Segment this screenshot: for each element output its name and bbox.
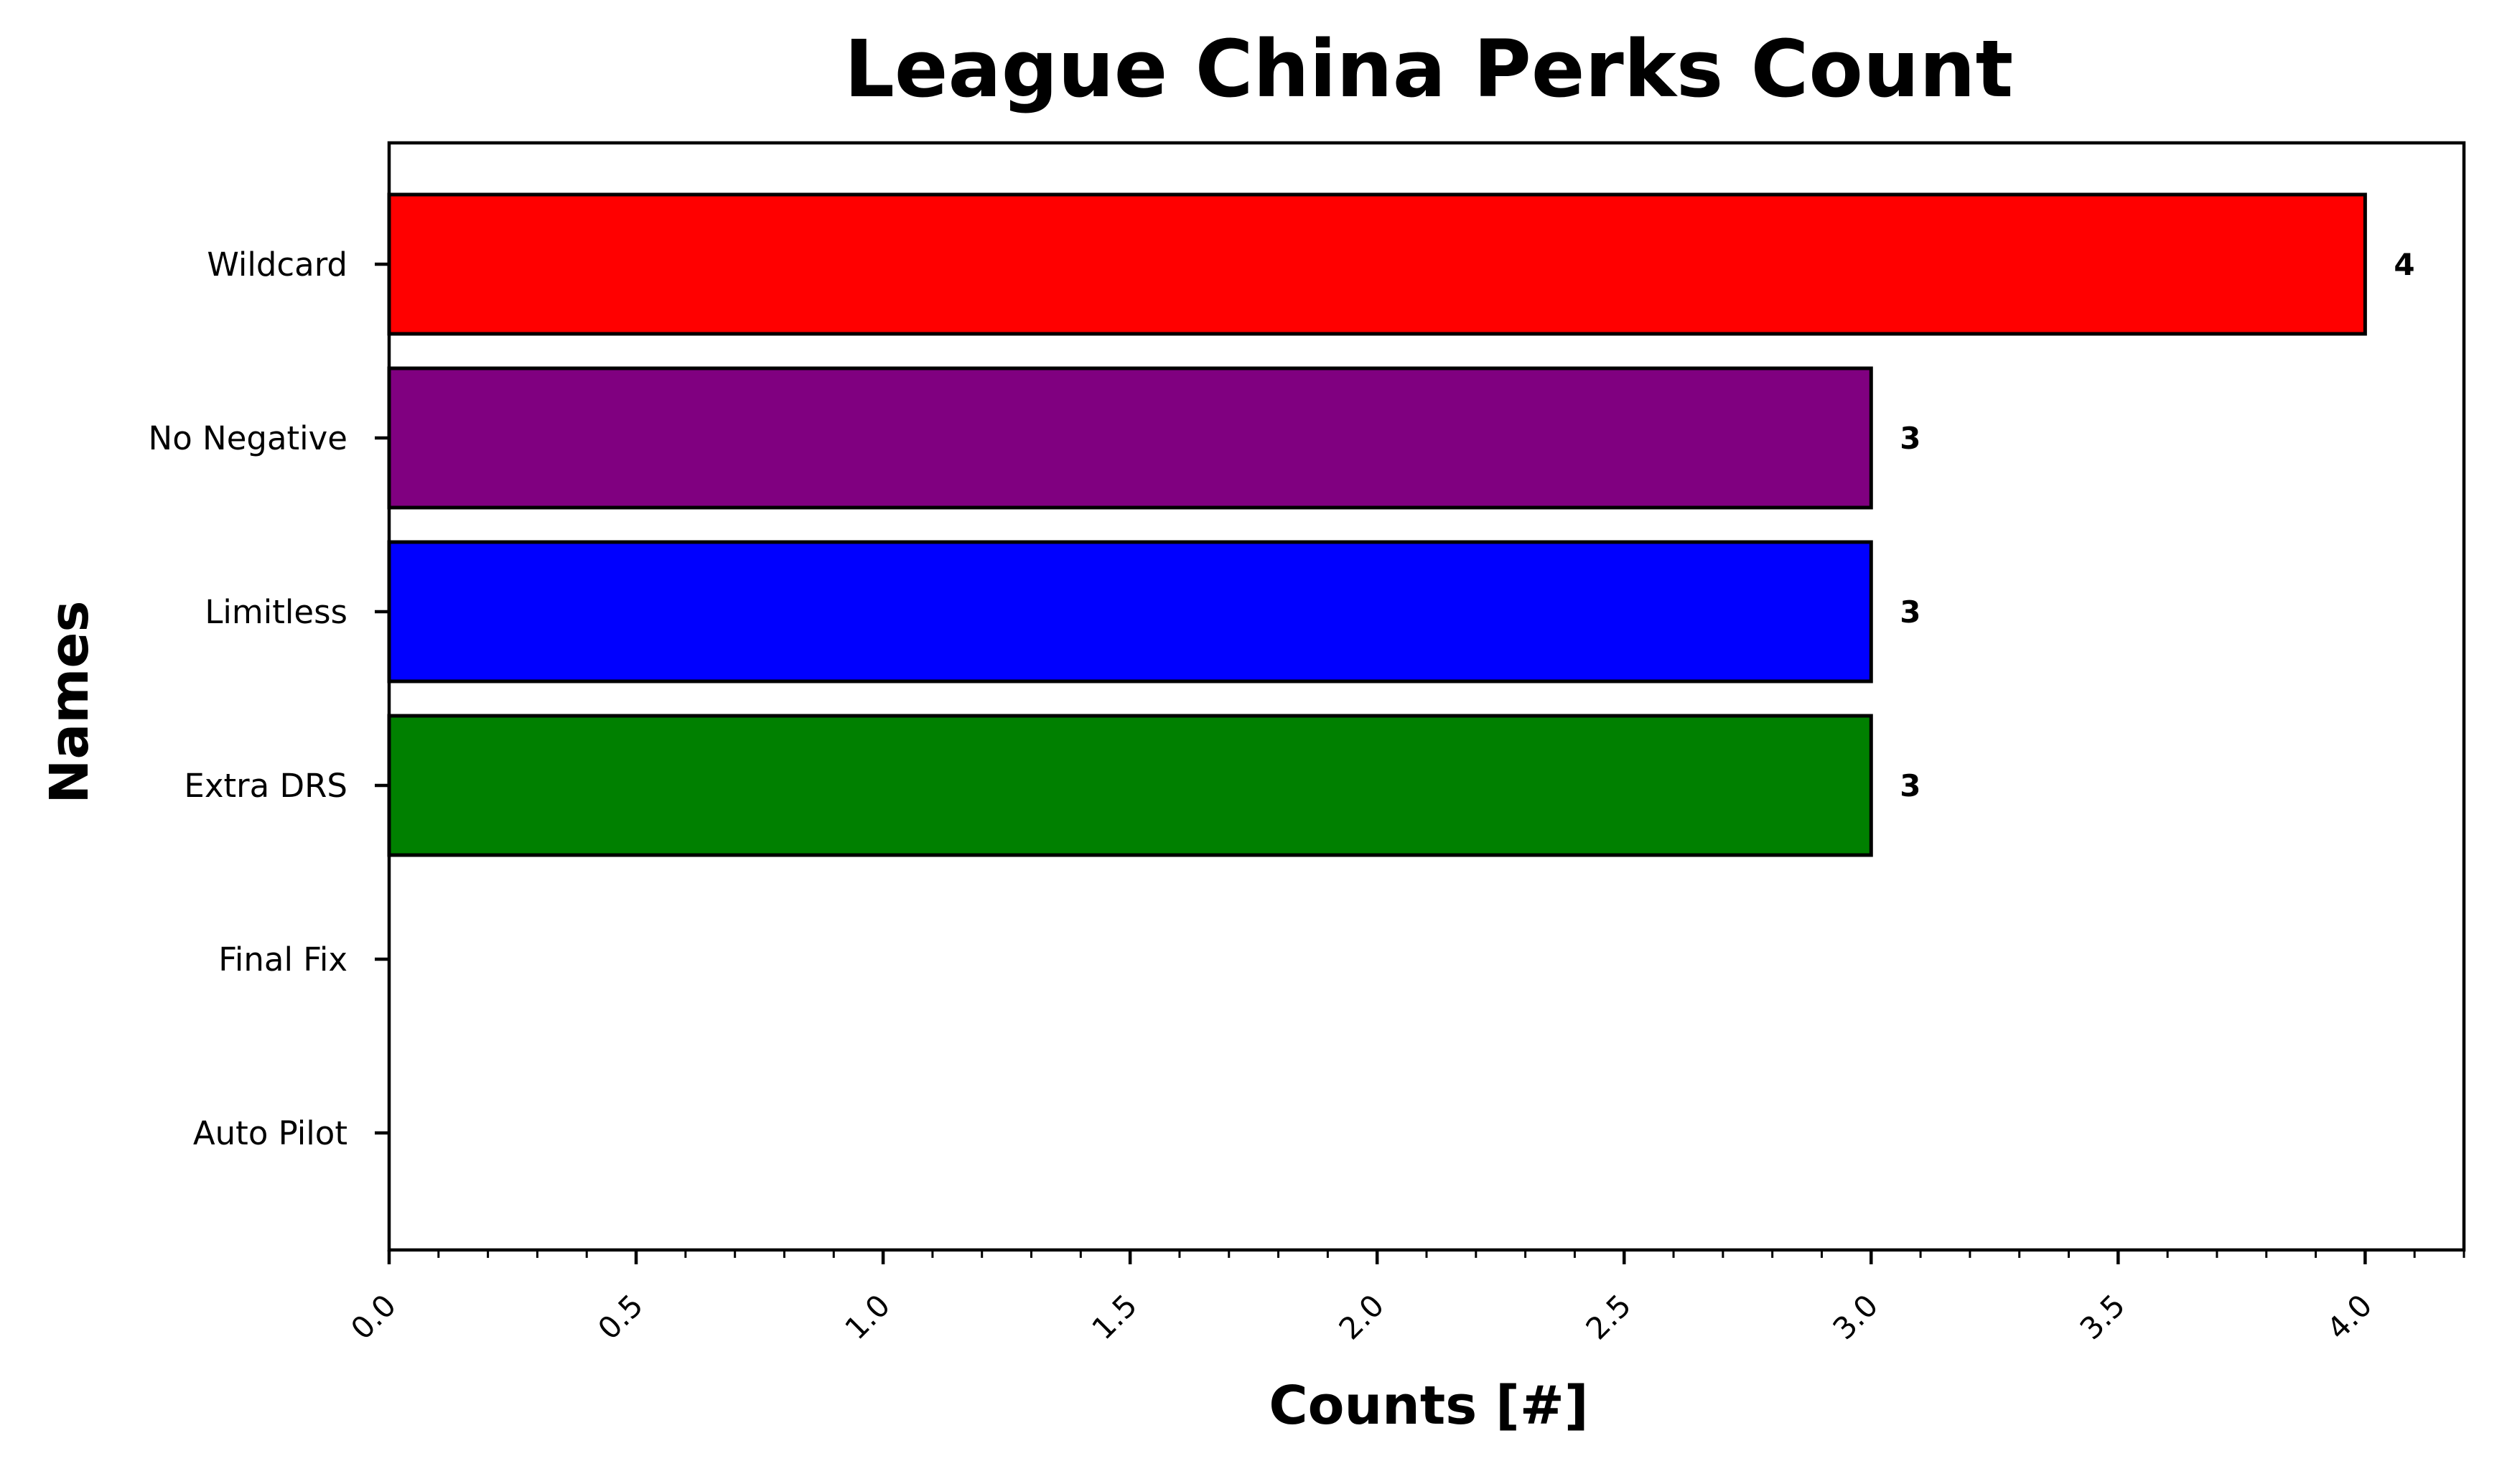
y-tick-label: Final Fix (218, 941, 347, 979)
value-label: 3 (1900, 421, 1920, 456)
y-tick-label: Limitless (205, 593, 347, 631)
bar-no-negative (387, 366, 1873, 510)
value-label: 3 (1900, 594, 1920, 630)
y-axis-label: Names (39, 600, 101, 803)
value-label: 4 (2394, 247, 2414, 282)
y-tick-label: Wildcard (207, 246, 347, 284)
y-tick-label: Extra DRS (184, 767, 347, 805)
bar-limitless (387, 540, 1873, 683)
y-tick-label: No Negative (149, 419, 347, 457)
plot-area: 4 3 3 3 (387, 192, 2415, 857)
y-tick-label: Auto Pilot (193, 1114, 347, 1152)
bar-extra-drs (387, 714, 1873, 857)
y-axis: Wildcard No Negative Limitless Extra DRS Fin… (149, 246, 389, 1152)
bar-wildcard (387, 192, 2367, 336)
x-axis-label: Counts [#] (1269, 1375, 1588, 1437)
value-label: 3 (1900, 768, 1920, 803)
chart-title: League China Perks Count (844, 23, 2013, 115)
